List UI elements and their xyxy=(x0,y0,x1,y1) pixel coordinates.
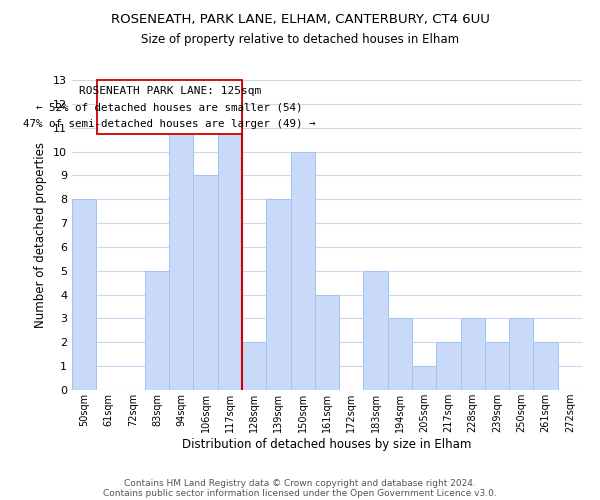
Bar xyxy=(72,199,96,390)
Bar xyxy=(388,318,412,390)
Bar xyxy=(218,128,242,390)
Bar xyxy=(266,199,290,390)
Bar xyxy=(242,342,266,390)
Bar xyxy=(364,271,388,390)
Bar xyxy=(436,342,461,390)
Text: ROSENEATH, PARK LANE, ELHAM, CANTERBURY, CT4 6UU: ROSENEATH, PARK LANE, ELHAM, CANTERBURY,… xyxy=(110,12,490,26)
Bar xyxy=(412,366,436,390)
X-axis label: Distribution of detached houses by size in Elham: Distribution of detached houses by size … xyxy=(182,438,472,451)
Bar xyxy=(169,128,193,390)
Bar xyxy=(485,342,509,390)
Bar xyxy=(290,152,315,390)
Bar xyxy=(145,271,169,390)
Text: 47% of semi-detached houses are larger (49) →: 47% of semi-detached houses are larger (… xyxy=(23,120,316,130)
Bar xyxy=(509,318,533,390)
Text: Size of property relative to detached houses in Elham: Size of property relative to detached ho… xyxy=(141,32,459,46)
Text: ROSENEATH PARK LANE: 125sqm: ROSENEATH PARK LANE: 125sqm xyxy=(79,86,261,96)
Text: ← 52% of detached houses are smaller (54): ← 52% of detached houses are smaller (54… xyxy=(37,102,303,113)
Bar xyxy=(461,318,485,390)
Text: Contains HM Land Registry data © Crown copyright and database right 2024.: Contains HM Land Registry data © Crown c… xyxy=(124,478,476,488)
Bar xyxy=(533,342,558,390)
Text: Contains public sector information licensed under the Open Government Licence v3: Contains public sector information licen… xyxy=(103,488,497,498)
FancyBboxPatch shape xyxy=(97,80,242,134)
Bar xyxy=(315,294,339,390)
Bar xyxy=(193,176,218,390)
Y-axis label: Number of detached properties: Number of detached properties xyxy=(34,142,47,328)
